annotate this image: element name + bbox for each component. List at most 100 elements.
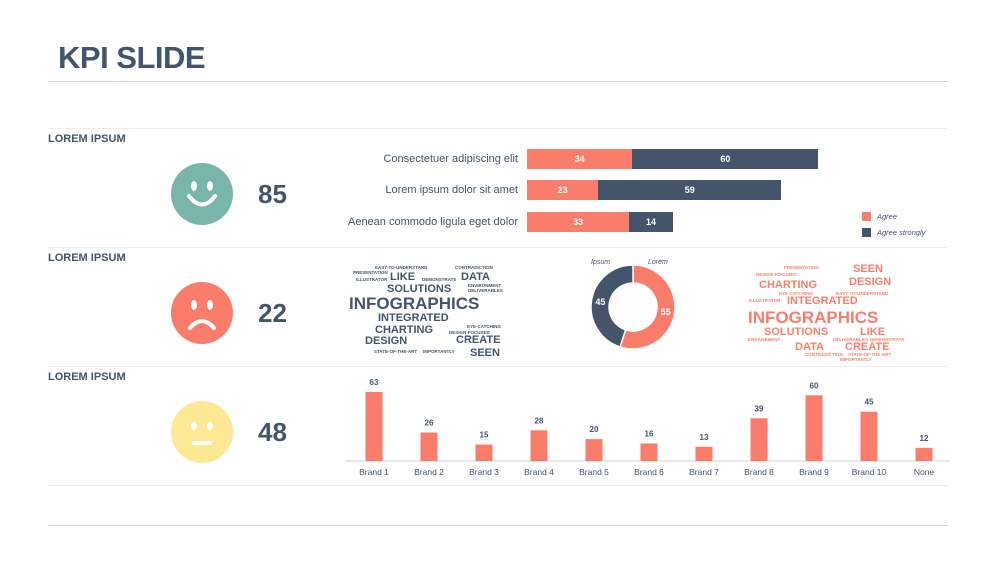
bar-none: [915, 447, 933, 461]
bar-agree-strongly: 60: [632, 149, 819, 169]
section-divider: [48, 128, 948, 129]
wc-word: LIKE: [390, 271, 416, 283]
donut-value-label: 45: [595, 297, 605, 307]
brand-bar-chart: 63 Brand 1 26 Brand 2 15 Brand 3 28 Brand 4 20 Br…: [345, 378, 950, 477]
donut-slice-lorem: [619, 264, 676, 350]
x-tick-label: Brand 3: [469, 467, 499, 477]
wc-word: DESIGN-FOCUSED: [449, 330, 490, 335]
wc-word: PRESENTATION: [353, 270, 388, 275]
wc-word: IMPORTANTLY: [423, 349, 455, 354]
bar-data-label: 15: [480, 431, 489, 440]
wc-word: PRESENTATION: [784, 265, 819, 270]
x-tick-label: Brand 5: [579, 467, 609, 477]
section-label: LOREM IPSUM: [48, 371, 126, 383]
wc-word: STATE-OF-THE-ART: [374, 349, 418, 354]
donut-value-label: 55: [661, 307, 671, 317]
bar-data-label: 28: [535, 416, 544, 425]
wc-word: ENVIRONMENT: [468, 283, 502, 288]
page-title: KPI SLIDE: [58, 40, 206, 75]
x-tick-label: Brand 7: [689, 467, 719, 477]
x-tick-label: Brand 4: [524, 467, 554, 477]
bar-brand-6: [640, 443, 658, 461]
wc-word: ENGAGEMENT: [748, 337, 781, 342]
x-tick-label: Brand 2: [414, 467, 444, 477]
bar-category-label: Consectetuer adipiscing elit: [383, 153, 518, 165]
wc-word: STATE-OF-THE-ART: [848, 352, 892, 357]
bar-brand-8: [750, 418, 768, 461]
x-tick-label: Brand 6: [634, 467, 664, 477]
wc-word: LIKE: [860, 326, 886, 338]
bar-agree: 33: [527, 212, 630, 232]
bar-data-label: 13: [700, 433, 709, 442]
bar-data-label: 45: [865, 398, 874, 407]
wc-word: EYE-CATCHING: [467, 324, 501, 329]
wc-word: IMPORTANTLY: [840, 357, 872, 362]
bar-data-label: 20: [590, 425, 599, 434]
x-tick-label: Brand 8: [744, 467, 774, 477]
bar-brand-7: [695, 446, 713, 461]
sad-face-icon: [171, 282, 233, 344]
legend-swatch-agree-strongly: [862, 228, 871, 237]
donut-chart: 55 Lorem 45 Ipsum: [590, 259, 676, 350]
bar-data-label: 60: [720, 154, 731, 164]
donut-slice-ipsum: [590, 264, 634, 348]
wc-word: SEEN: [470, 347, 500, 359]
section-divider: [48, 366, 948, 367]
bar-brand-4: [530, 430, 548, 461]
bar-agree: 23: [527, 180, 599, 200]
wc-word: EASY-TO-UNDERSTAND: [375, 265, 428, 270]
bar-brand-3: [475, 444, 493, 461]
x-tick-label: Brand 1: [359, 467, 389, 477]
x-tick-label: Brand 9: [799, 467, 829, 477]
section-divider: [48, 247, 948, 248]
bar-agree-strongly: 14: [629, 212, 673, 232]
wc-word: DESIGN: [849, 276, 892, 288]
wc-word: CREATE: [456, 334, 501, 346]
wc-word: SEEN: [853, 263, 883, 275]
wc-word: CHARTING: [375, 324, 434, 336]
section-label: LOREM IPSUM: [48, 252, 126, 264]
happy-face-icon: [171, 163, 233, 225]
bar-agree: 34: [527, 149, 633, 169]
wc-word: CONTRADICTION: [805, 352, 843, 357]
bar-data-label: 63: [370, 378, 379, 387]
bar-brand-1: [365, 392, 383, 461]
legend-swatch-agree: [862, 212, 871, 221]
wc-word: INTEGRATED: [378, 312, 449, 324]
wc-word: ILLUSTRATOR: [749, 298, 781, 303]
wc-word: DESIGN: [365, 335, 408, 347]
bar-data-label: 26: [425, 419, 434, 428]
wc-word: INFOGRAPHICS: [748, 308, 879, 327]
wc-word: DATA: [795, 341, 824, 353]
bar-category-label: Aenean commodo ligula eget dolor: [347, 216, 518, 228]
wc-word: DESIGN-FOCUSED: [756, 272, 797, 277]
bar-data-label: 12: [920, 434, 929, 443]
wc-word: SOLUTIONS: [387, 283, 452, 295]
bar-data-label: 23: [557, 185, 568, 195]
bar-data-label: 59: [684, 185, 695, 195]
x-tick-label: None: [914, 467, 935, 477]
score-value: 85: [258, 179, 287, 209]
bar-data-label: 33: [573, 217, 584, 227]
bar-brand-10: [860, 411, 878, 461]
donut-category-label: Lorem: [648, 259, 668, 266]
bar-data-label: 16: [645, 429, 654, 438]
wc-word: SOLUTIONS: [764, 326, 829, 338]
bar-agree-strongly: 59: [598, 180, 782, 200]
wc-word: ILLUSTRATOR: [356, 277, 388, 282]
wc-word: DELIVERABLES: [468, 288, 503, 293]
wc-word: EASY-TO-UNDERSTAND: [836, 291, 889, 296]
wc-word: DEMONSTRATE: [422, 277, 457, 282]
score-value: 48: [258, 417, 287, 447]
bar-category-label: Lorem ipsum dolor sit amet: [385, 184, 518, 196]
title-divider: [48, 81, 948, 82]
section-divider: [48, 485, 948, 486]
bar-data-label: 14: [645, 217, 656, 227]
bar-data-label: 39: [755, 404, 764, 413]
x-tick-label: Brand 10: [852, 467, 887, 477]
wc-word: INTEGRATED: [787, 295, 858, 307]
wc-word: CONTRADICTION: [455, 265, 493, 270]
legend-label-agree-strongly: Agree strongly: [877, 228, 926, 237]
bar-brand-9: [805, 395, 823, 461]
bar-brand-2: [420, 432, 438, 461]
